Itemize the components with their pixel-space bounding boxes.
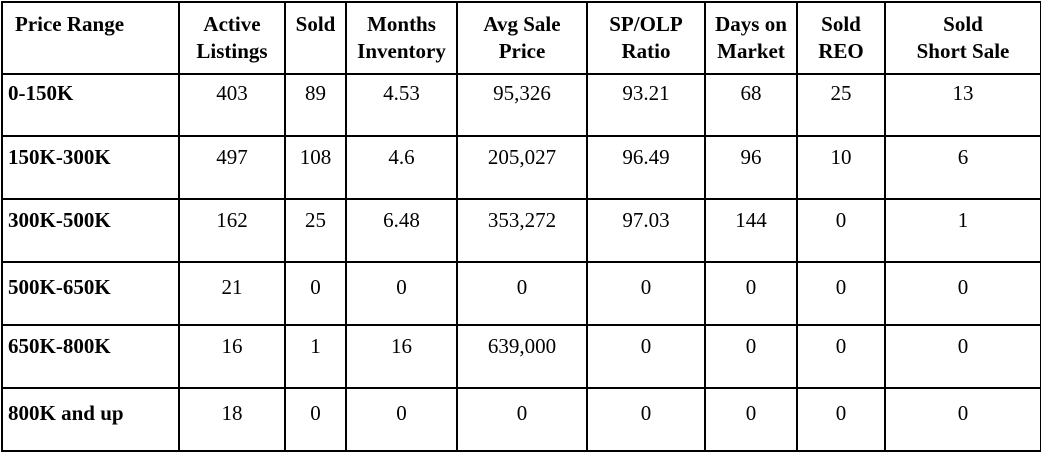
cell-months-inventory: 16 xyxy=(345,324,458,389)
header-days-on-market: Days on Market xyxy=(704,1,798,75)
cell-days-on-market: 68 xyxy=(704,73,798,137)
cell-avg-sale-price: 0 xyxy=(456,261,588,326)
cell-sold: 108 xyxy=(284,135,347,200)
cell-sold-reo: 25 xyxy=(796,73,886,137)
cell-sold: 0 xyxy=(284,261,347,326)
table-row: 300K-500K 162 25 6.48 353,272 97.03 144 … xyxy=(1,198,1041,263)
cell-price-range: 0-150K xyxy=(1,73,180,137)
cell-avg-sale-price: 353,272 xyxy=(456,198,588,263)
table-row: 650K-800K 16 1 16 639,000 0 0 0 0 xyxy=(1,324,1041,389)
cell-active-listings: 162 xyxy=(178,198,286,263)
header-row: Price Range Active Listings Sold Months In… xyxy=(1,1,1041,75)
cell-price-range: 500K-650K xyxy=(1,261,180,326)
table-row: 500K-650K 21 0 0 0 0 0 0 0 xyxy=(1,261,1041,326)
cell-sold-reo: 0 xyxy=(796,324,886,389)
cell-price-range: 300K-500K xyxy=(1,198,180,263)
cell-sold-short-sale: 1 xyxy=(884,198,1041,263)
cell-days-on-market: 0 xyxy=(704,324,798,389)
cell-active-listings: 403 xyxy=(178,73,286,137)
header-sold-short-sale: Sold Short Sale xyxy=(884,1,1041,75)
cell-sold-reo: 0 xyxy=(796,387,886,452)
cell-months-inventory: 0 xyxy=(345,387,458,452)
cell-sp-olp-ratio: 0 xyxy=(586,324,706,389)
cell-days-on-market: 144 xyxy=(704,198,798,263)
cell-sold: 1 xyxy=(284,324,347,389)
cell-active-listings: 18 xyxy=(178,387,286,452)
table-header: Price Range Active Listings Sold Months In… xyxy=(1,1,1041,75)
cell-sold-short-sale: 13 xyxy=(884,73,1041,137)
table-row: 150K-300K 497 108 4.6 205,027 96.49 96 1… xyxy=(1,135,1041,200)
cell-days-on-market: 0 xyxy=(704,387,798,452)
table-row: 800K and up 18 0 0 0 0 0 0 0 xyxy=(1,387,1041,452)
cell-sold-short-sale: 6 xyxy=(884,135,1041,200)
cell-months-inventory: 6.48 xyxy=(345,198,458,263)
header-sold: Sold xyxy=(284,1,347,75)
cell-sold: 0 xyxy=(284,387,347,452)
cell-avg-sale-price: 95,326 xyxy=(456,73,588,137)
cell-sp-olp-ratio: 97.03 xyxy=(586,198,706,263)
cell-active-listings: 21 xyxy=(178,261,286,326)
cell-sold-reo: 0 xyxy=(796,261,886,326)
cell-sp-olp-ratio: 93.21 xyxy=(586,73,706,137)
table-row: 0-150K 403 89 4.53 95,326 93.21 68 25 13 xyxy=(1,73,1041,137)
cell-months-inventory: 4.6 xyxy=(345,135,458,200)
header-active-listings: Active Listings xyxy=(178,1,286,75)
header-sp-olp-ratio: SP/OLP Ratio xyxy=(586,1,706,75)
cell-days-on-market: 96 xyxy=(704,135,798,200)
cell-price-range: 650K-800K xyxy=(1,324,180,389)
cell-sold-short-sale: 0 xyxy=(884,261,1041,326)
header-avg-sale-price: Avg Sale Price xyxy=(456,1,588,75)
cell-avg-sale-price: 205,027 xyxy=(456,135,588,200)
cell-months-inventory: 0 xyxy=(345,261,458,326)
cell-sold-short-sale: 0 xyxy=(884,324,1041,389)
cell-days-on-market: 0 xyxy=(704,261,798,326)
cell-sold: 25 xyxy=(284,198,347,263)
market-stats-table: Price Range Active Listings Sold Months In… xyxy=(1,1,1041,452)
cell-avg-sale-price: 639,000 xyxy=(456,324,588,389)
table-body: 0-150K 403 89 4.53 95,326 93.21 68 25 13… xyxy=(1,73,1041,452)
header-sold-reo: Sold REO xyxy=(796,1,886,75)
cell-sold-short-sale: 0 xyxy=(884,387,1041,452)
cell-active-listings: 16 xyxy=(178,324,286,389)
cell-months-inventory: 4.53 xyxy=(345,73,458,137)
cell-active-listings: 497 xyxy=(178,135,286,200)
cell-sold: 89 xyxy=(284,73,347,137)
header-months-inventory: Months Inventory xyxy=(345,1,458,75)
cell-sp-olp-ratio: 0 xyxy=(586,387,706,452)
cell-sp-olp-ratio: 0 xyxy=(586,261,706,326)
cell-price-range: 150K-300K xyxy=(1,135,180,200)
cell-avg-sale-price: 0 xyxy=(456,387,588,452)
cell-price-range: 800K and up xyxy=(1,387,180,452)
cell-sp-olp-ratio: 96.49 xyxy=(586,135,706,200)
cell-sold-reo: 10 xyxy=(796,135,886,200)
cell-sold-reo: 0 xyxy=(796,198,886,263)
header-price-range: Price Range xyxy=(1,1,180,75)
